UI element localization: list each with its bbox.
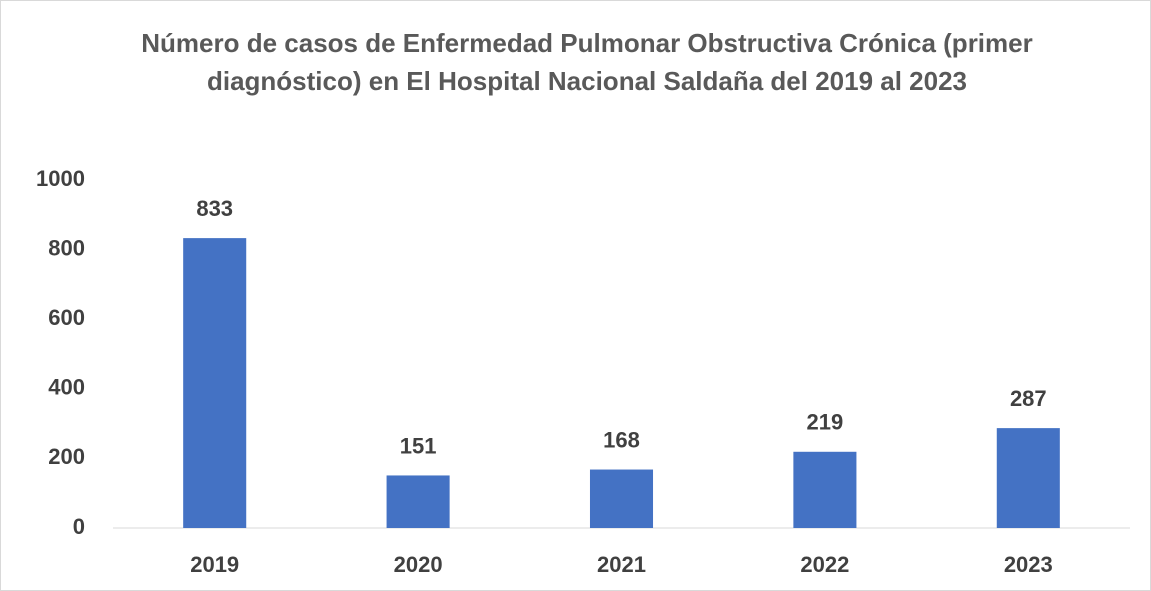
bar: [386, 475, 450, 528]
bar: [589, 469, 654, 528]
x-tick-label: 2021: [597, 552, 646, 577]
y-tick-label: 0: [73, 514, 85, 539]
y-tick-label: 1000: [36, 166, 85, 191]
x-tick-label: 2023: [1004, 552, 1053, 577]
bar: [996, 428, 1060, 528]
data-label: 151: [400, 433, 437, 458]
x-tick-label: 2022: [800, 552, 849, 577]
y-tick-label: 200: [48, 444, 85, 469]
y-tick-label: 400: [48, 375, 85, 400]
y-tick-label: 800: [48, 235, 85, 260]
data-label: 168: [603, 427, 640, 452]
data-label: 219: [807, 410, 844, 435]
bar: [793, 451, 857, 528]
data-label: 287: [1010, 386, 1047, 411]
y-tick-label: 600: [48, 305, 85, 330]
data-label: 833: [196, 196, 233, 221]
x-tick-label: 2020: [394, 552, 443, 577]
bar: [183, 238, 247, 528]
x-tick-label: 2019: [190, 552, 239, 577]
chart-title: Número de casos de Enfermedad Pulmonar O…: [141, 28, 1033, 96]
